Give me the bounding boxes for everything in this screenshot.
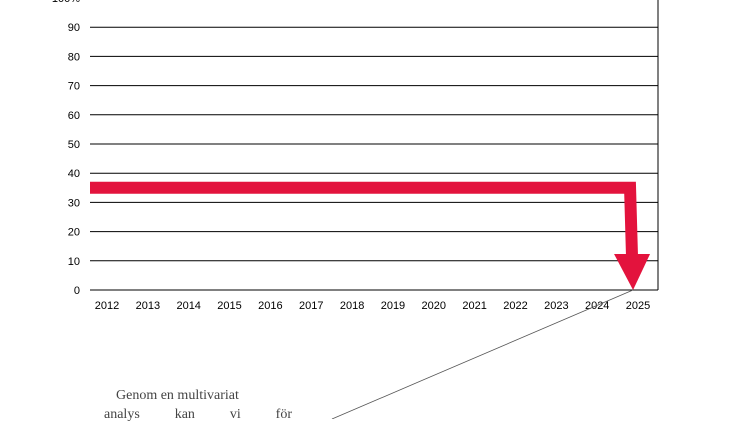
x-tick-label: 2023	[544, 300, 568, 312]
x-tick-label: 2022	[503, 300, 527, 312]
x-tick-label: 2018	[340, 300, 364, 312]
y-tick-label: 40	[68, 168, 80, 180]
series-line	[90, 181, 639, 259]
y-tick-label: 90	[68, 22, 80, 34]
series-arrowhead	[614, 254, 651, 290]
y-tick-label: 60	[68, 110, 80, 122]
x-tick-label: 2021	[462, 300, 486, 312]
x-tick-label: 2012	[95, 300, 119, 312]
x-tick-label: 2017	[299, 300, 323, 312]
y-tick-label: 100%	[52, 0, 80, 5]
x-tick-label: 2013	[136, 300, 160, 312]
y-tick-label: 50	[68, 139, 80, 151]
x-tick-label: 2025	[626, 300, 650, 312]
annotation-leader-line	[331, 289, 634, 419]
y-axis-ticks: 0 10 20 30 40 50 60 70 80 90 100%	[52, 0, 80, 297]
x-tick-label: 2019	[381, 300, 405, 312]
y-tick-label: 10	[68, 256, 80, 268]
chart-series	[90, 181, 651, 290]
chart-grid	[90, 0, 659, 291]
x-tick-label: 2014	[176, 300, 200, 312]
x-tick-label: 2020	[422, 300, 446, 312]
y-tick-label: 30	[68, 197, 80, 209]
x-tick-label: 2016	[258, 300, 282, 312]
y-tick-label: 70	[68, 81, 80, 93]
annotation-line-1: Genom en multivariat	[116, 388, 239, 403]
x-axis-ticks: 2012 2013 2014 2015 2016 2017 2018 2019 2020 2021…	[95, 300, 651, 312]
x-tick-label: 2015	[217, 300, 241, 312]
annotation-text: Genom en multivariat analys kan vi för	[104, 386, 292, 424]
y-tick-label: 20	[68, 227, 80, 239]
annotation-line-2: analys kan vi för	[104, 407, 292, 422]
y-tick-label: 80	[68, 51, 80, 63]
y-tick-label: 0	[74, 285, 80, 297]
